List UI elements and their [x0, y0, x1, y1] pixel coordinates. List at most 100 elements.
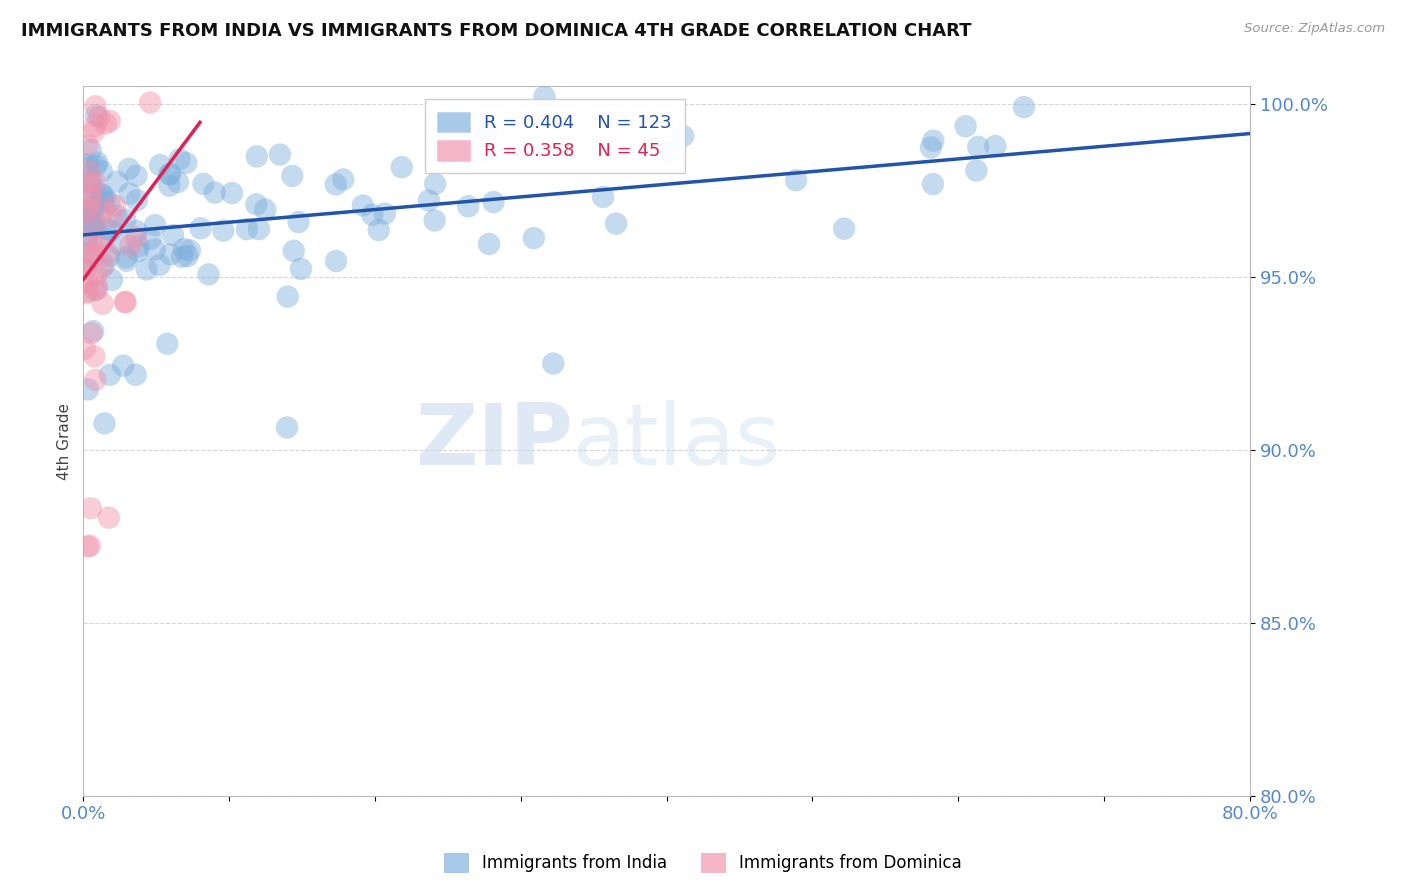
Legend: Immigrants from India, Immigrants from Dominica: Immigrants from India, Immigrants from D… [437, 847, 969, 880]
Point [83, 125, 105, 139]
Point [73, 205, 96, 219]
Point [77, 164, 100, 178]
Point [922, 177, 945, 191]
Point [283, 244, 305, 258]
Point [139, 232, 162, 246]
Point [93, 417, 115, 431]
Point [77, 175, 100, 189]
Point [457, 199, 479, 213]
Point [139, 95, 162, 110]
Point [159, 167, 181, 181]
Point [76, 230, 98, 244]
Legend: R = 0.404    N = 123, R = 0.358    N = 45: R = 0.404 N = 123, R = 0.358 N = 45 [425, 99, 685, 173]
Point [91, 296, 114, 310]
Point [98, 368, 121, 382]
Point [112, 359, 135, 373]
Point [157, 178, 180, 193]
Point [84, 214, 107, 228]
Point [169, 153, 191, 167]
Point [125, 169, 148, 183]
Point [367, 223, 389, 237]
Point [162, 227, 184, 242]
Point [148, 258, 170, 272]
Point [592, 190, 614, 204]
Point [374, 206, 396, 220]
Point [135, 262, 157, 277]
Point [97, 510, 120, 524]
Point [98, 249, 121, 263]
Point [127, 244, 149, 259]
Point [84, 175, 107, 189]
Point [332, 172, 354, 186]
Point [212, 223, 235, 237]
Point [124, 368, 146, 382]
Point [361, 208, 384, 222]
Point [605, 217, 627, 231]
Point [174, 156, 197, 170]
Point [423, 213, 446, 227]
Point [221, 186, 243, 200]
Point [84, 220, 107, 235]
Point [143, 218, 166, 232]
Point [922, 134, 945, 148]
Point [91, 260, 114, 275]
Point [93, 258, 115, 272]
Point [190, 221, 212, 235]
Point [73, 205, 96, 219]
Point [246, 149, 269, 163]
Point [176, 249, 198, 263]
Point [84, 159, 107, 173]
Point [125, 224, 148, 238]
Point [533, 89, 555, 103]
Point [73, 184, 96, 198]
Point [105, 209, 128, 223]
Point [325, 254, 347, 268]
Point [77, 157, 100, 171]
Point [94, 191, 117, 205]
Point [955, 120, 977, 134]
Point [100, 224, 122, 238]
Point [80, 235, 103, 250]
Point [87, 237, 110, 252]
Text: atlas: atlas [574, 400, 782, 483]
Point [93, 231, 115, 245]
Point [83, 182, 105, 196]
Point [80, 326, 103, 341]
Point [159, 247, 181, 261]
Point [86, 279, 108, 293]
Point [984, 139, 1007, 153]
Point [197, 268, 219, 282]
Point [478, 237, 501, 252]
Point [94, 116, 117, 130]
Point [269, 147, 291, 161]
Point [281, 169, 304, 183]
Point [118, 161, 141, 176]
Point [84, 268, 107, 282]
Point [76, 276, 98, 290]
Point [76, 540, 98, 554]
Point [73, 342, 96, 356]
Point [108, 236, 131, 251]
Point [84, 108, 107, 122]
Point [86, 282, 108, 296]
Point [125, 230, 148, 244]
Point [245, 197, 267, 211]
Point [352, 198, 374, 212]
Point [115, 253, 138, 268]
Point [80, 186, 103, 200]
Point [80, 143, 103, 157]
Point [114, 295, 136, 310]
Point [73, 254, 96, 268]
Point [482, 195, 505, 210]
Point [287, 215, 309, 229]
Point [120, 239, 142, 253]
Point [101, 210, 124, 224]
Point [83, 220, 105, 235]
Point [166, 175, 188, 189]
Point [76, 383, 98, 397]
Point [79, 539, 101, 553]
Point [84, 373, 107, 387]
Point [143, 243, 166, 257]
Point [90, 186, 112, 201]
Point [86, 155, 108, 169]
